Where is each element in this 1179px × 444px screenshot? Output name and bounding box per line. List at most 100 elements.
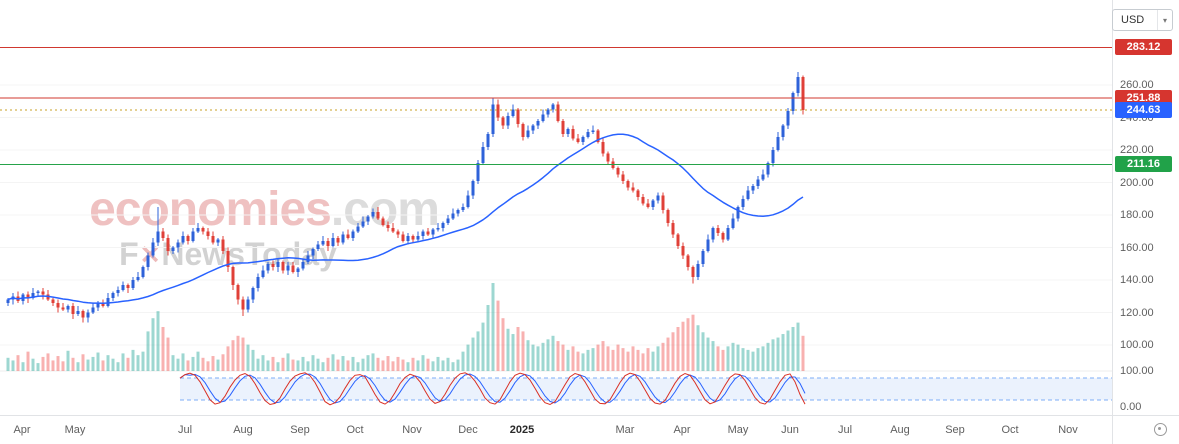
candle: [216, 239, 220, 243]
candle: [461, 206, 465, 211]
time-axis[interactable]: Apr May Jul Aug Sep Oct Nov Dec 2025 Mar Apr May Jun…: [0, 415, 1112, 444]
volume-bar: [626, 351, 630, 371]
candle: [351, 231, 355, 238]
volume-bar: [781, 334, 785, 371]
candle: [651, 200, 655, 207]
volume-bar: [696, 325, 700, 371]
volume-bar: [326, 357, 330, 371]
candle: [316, 244, 320, 250]
candle: [331, 237, 335, 246]
volume-bar: [351, 356, 355, 371]
candle: [521, 124, 525, 137]
candle: [556, 104, 560, 121]
volume-bar: [436, 356, 440, 371]
candle: [141, 267, 145, 277]
volume-bar: [546, 339, 550, 371]
volume-bar: [211, 356, 215, 371]
volume-bar: [96, 352, 100, 371]
volume-bar: [486, 305, 490, 371]
volume-bar: [506, 328, 510, 371]
candle: [151, 242, 155, 256]
volume-bar: [466, 344, 470, 371]
candle: [401, 234, 405, 241]
candle: [701, 250, 705, 264]
candle: [166, 237, 170, 251]
volume-bar: [401, 359, 405, 371]
chart-canvas[interactable]: [0, 0, 1112, 415]
candle: [561, 120, 565, 134]
volume-bar: [251, 349, 255, 371]
volume-bar: [481, 322, 485, 371]
volume-bar: [366, 355, 370, 371]
volume-bar: [336, 359, 340, 371]
candle: [411, 236, 415, 240]
volume-bar: [766, 342, 770, 371]
volume-bar: [796, 322, 800, 371]
candle: [31, 293, 35, 298]
candle: [301, 262, 305, 269]
moving-average-line: [7, 133, 804, 304]
candle: [796, 76, 800, 94]
price-axis[interactable]: 260.00240.00220.00200.00180.00160.00140.…: [1112, 0, 1179, 415]
volume-bar: [331, 354, 335, 371]
price-tick: 140.00: [1120, 274, 1154, 286]
volume-bar: [261, 355, 265, 371]
time-label: Oct: [346, 424, 364, 436]
volume-bar: [531, 344, 535, 371]
volume-bar: [146, 331, 150, 371]
timezone-clock-icon[interactable]: [1154, 423, 1167, 436]
volume-bar: [171, 355, 175, 371]
volume-bar: [451, 362, 455, 371]
volume-bar: [551, 335, 555, 371]
oscillator-band: [180, 378, 1112, 400]
volume-bar: [461, 351, 465, 371]
volume-bar: [76, 362, 80, 371]
volume-bar: [101, 360, 105, 371]
candle: [106, 297, 110, 306]
volume-bar: [706, 337, 710, 371]
volume-bar: [496, 300, 500, 371]
candle: [191, 231, 195, 241]
candle: [586, 132, 590, 137]
volume-bar: [156, 311, 160, 371]
candle: [26, 294, 30, 298]
volume-bar: [306, 361, 310, 371]
candle: [706, 239, 710, 251]
candle: [181, 236, 185, 243]
volume-bar: [566, 349, 570, 371]
candle: [761, 174, 765, 180]
candle: [466, 195, 470, 207]
time-label: Apr: [673, 424, 691, 436]
candle: [211, 236, 215, 243]
volume-bar: [131, 349, 135, 371]
candle: [641, 197, 645, 204]
volume-bar: [581, 353, 585, 371]
candle: [476, 163, 480, 181]
candle: [721, 232, 725, 240]
volume-bar: [701, 332, 705, 371]
volume-bar: [716, 346, 720, 371]
candle: [766, 163, 770, 175]
candle: [266, 263, 270, 271]
volume-bar: [111, 358, 115, 371]
volume-bar: [586, 349, 590, 371]
candle: [541, 114, 545, 121]
volume-bar: [361, 358, 365, 371]
candle: [246, 299, 250, 310]
volume-bar: [631, 346, 635, 371]
volume-bar: [161, 327, 165, 371]
candle: [646, 203, 650, 207]
candle: [6, 299, 10, 303]
volume-bar: [181, 353, 185, 371]
volume-bar: [186, 360, 190, 371]
time-label: Apr: [13, 424, 31, 436]
candle: [221, 239, 225, 251]
candle: [776, 137, 780, 150]
volume-bar: [91, 356, 95, 371]
oscillator-k-line: [179, 372, 806, 406]
volume-bar: [671, 332, 675, 371]
volume-bar: [756, 348, 760, 371]
candle: [511, 109, 515, 116]
volume-bar: [511, 334, 515, 371]
currency-selector[interactable]: USD ▾: [1112, 9, 1173, 31]
